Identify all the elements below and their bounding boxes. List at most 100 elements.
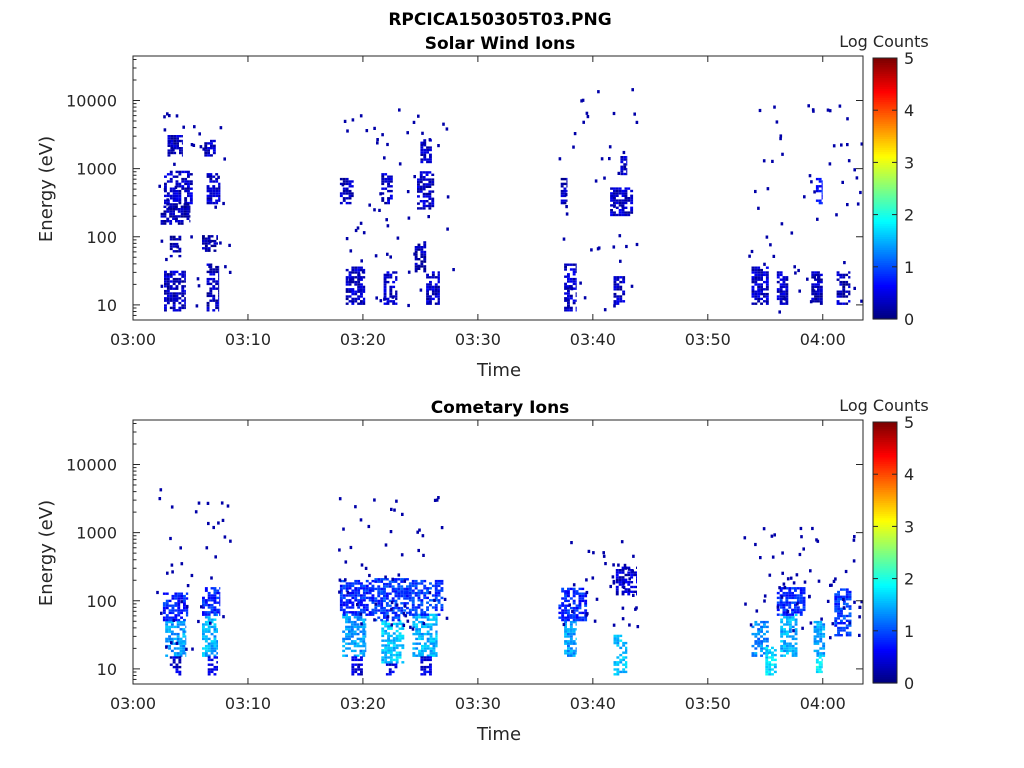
x-tick-label: 03:30 <box>455 694 501 713</box>
heatmap-cell <box>187 180 190 183</box>
heatmap-cell <box>821 658 823 662</box>
heatmap-cell <box>636 571 637 574</box>
heatmap-cell <box>371 613 375 616</box>
heatmap-cell <box>414 265 418 268</box>
heatmap-cell <box>207 237 211 240</box>
heatmap-cell <box>417 591 421 595</box>
heatmap-cell <box>386 297 390 301</box>
heatmap-cell <box>572 654 576 657</box>
heatmap-cell <box>842 288 846 291</box>
heatmap-cell <box>345 635 348 638</box>
heatmap-cell <box>214 205 217 209</box>
heatmap-cell <box>776 605 780 609</box>
heatmap-cell <box>757 644 761 648</box>
heatmap-cell <box>207 591 211 595</box>
heatmap-cell <box>169 299 173 302</box>
heatmap-cell <box>564 263 567 266</box>
heatmap-cell <box>624 197 628 200</box>
heatmap-cell <box>378 208 381 212</box>
heatmap-cell <box>417 267 421 270</box>
heatmap-cell <box>204 142 208 145</box>
heatmap-cell <box>164 182 167 186</box>
heatmap-cell <box>765 663 769 666</box>
heatmap-cell <box>389 276 393 279</box>
heatmap-cell <box>181 180 185 183</box>
heatmap-cell <box>389 273 393 277</box>
heatmap-cell <box>209 292 213 295</box>
heatmap-cell <box>422 188 426 191</box>
heatmap-cell <box>757 628 761 631</box>
heatmap-cell <box>178 670 182 674</box>
heatmap-cell <box>207 656 211 659</box>
heatmap-cell <box>435 640 438 643</box>
heatmap-cell <box>822 632 826 636</box>
colorbar-segment <box>873 218 897 222</box>
colorbar-segment <box>873 197 897 200</box>
heatmap-cell <box>206 306 210 310</box>
colorbar-segment <box>873 71 897 74</box>
colorbar-segment <box>873 264 897 268</box>
heatmap-cell <box>168 609 172 612</box>
heatmap-cell <box>636 576 637 579</box>
heatmap-cell <box>779 285 783 289</box>
colorbar-segment <box>873 201 897 205</box>
heatmap-cell <box>182 632 186 636</box>
heatmap-cell <box>561 611 565 615</box>
heatmap-cell <box>391 580 395 583</box>
heatmap-cell <box>389 656 393 659</box>
heatmap-cell <box>751 625 755 629</box>
heatmap-cell <box>206 501 210 505</box>
heatmap-cell <box>180 611 183 615</box>
colorbar-segment <box>873 260 897 264</box>
heatmap-cell <box>345 280 349 284</box>
heatmap-cell <box>185 635 187 638</box>
heatmap-cell <box>572 277 576 281</box>
heatmap-cell <box>437 276 440 279</box>
heatmap-cell <box>796 611 800 614</box>
heatmap-cell <box>171 594 175 598</box>
heatmap-cell <box>217 175 220 179</box>
heatmap-cell <box>801 626 804 630</box>
heatmap-cell <box>848 593 852 596</box>
heatmap-cell <box>365 587 369 590</box>
heatmap-cell <box>780 647 784 650</box>
heatmap-cell <box>565 212 569 216</box>
heatmap-cell <box>760 647 763 650</box>
heatmap-cell <box>429 658 432 662</box>
x-axis-label: Time <box>476 724 521 745</box>
colorbar-segment <box>873 153 897 157</box>
x-axis: 03:00 03:10 03:20 03:30 03:40 03:50 04:00 <box>110 56 846 349</box>
heatmap-cell <box>757 642 761 645</box>
heatmap-cell <box>414 611 418 614</box>
heatmap-cell <box>791 611 794 614</box>
heatmap-cell <box>836 295 840 298</box>
heatmap-cell <box>354 656 358 659</box>
heatmap-cell <box>392 637 396 640</box>
heatmap-cell <box>788 603 792 607</box>
heatmap-cell <box>420 603 424 607</box>
heatmap-cell <box>794 647 798 650</box>
colorbar-segment <box>873 578 897 582</box>
heatmap-cell <box>184 289 186 293</box>
heatmap-cell <box>362 297 366 301</box>
heatmap-cell <box>581 597 585 600</box>
heatmap-cell <box>213 613 217 616</box>
heatmap-cell <box>420 255 424 258</box>
heatmap-cell <box>785 587 789 590</box>
heatmap-cell <box>210 587 214 590</box>
heatmap-cell <box>569 625 573 629</box>
heatmap-cell <box>175 220 178 223</box>
heatmap-cell <box>178 280 182 283</box>
heatmap-cell <box>339 182 343 186</box>
heatmap-cell <box>172 215 175 218</box>
heatmap-cell <box>585 613 588 617</box>
heatmap-cell <box>390 623 393 627</box>
heatmap-cell <box>829 583 832 587</box>
heatmap-cell <box>802 587 806 590</box>
heatmap-cell <box>623 172 627 176</box>
heatmap-cell <box>398 639 402 642</box>
heatmap-cell <box>627 571 631 574</box>
heatmap-cell <box>387 622 390 626</box>
colorbar-segment <box>873 84 897 87</box>
heatmap-cell <box>218 287 220 290</box>
